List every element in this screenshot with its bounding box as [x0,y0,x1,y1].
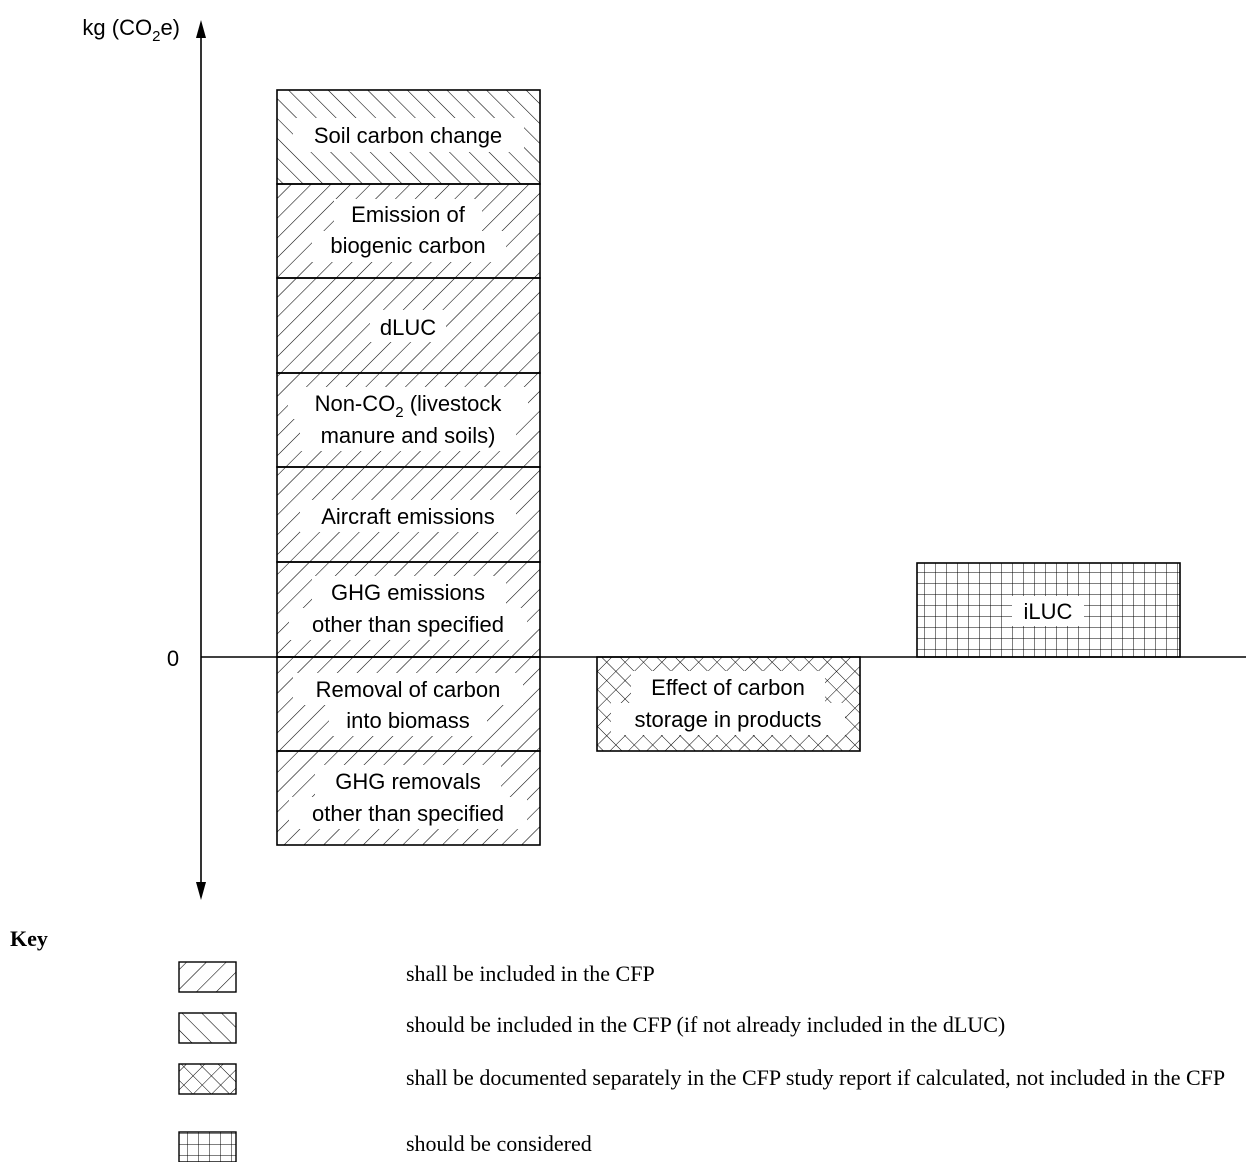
segment-label: into biomass [346,708,470,733]
iluc-label: iLUC [1024,599,1073,624]
storage-label: storage in products [634,707,821,732]
segment-label: Removal of carbon [316,677,501,702]
key-text-should-consider: should be considered [406,1131,592,1156]
segment-ghg-emissions-other: GHG emissions other than specified [276,561,541,658]
key-text-shall-include: shall be included in the CFP [406,961,655,986]
axis-arrow-up-icon [196,20,206,38]
key-text-documented-separately: shall be documented separately in the CF… [406,1065,1226,1090]
segment-label: dLUC [380,315,436,340]
segment-dluc: dLUC [276,277,541,374]
segment-label: Soil carbon change [314,123,502,148]
segment-non-co2: Non-CO2 (livestock manure and soils) [276,372,541,468]
main-stack: Soil carbon change Emission of biogenic … [276,89,541,846]
segment-emission-biogenic-carbon: Emission of biogenic carbon [276,183,541,279]
swatch-documented-separately [178,1063,237,1095]
segment-label: Emission of [351,202,466,227]
swatch-should-include [178,1012,237,1044]
carbon-storage-box: Effect of carbon storage in products [596,656,861,752]
segment-label: GHG removals [335,769,480,794]
swatch-should-consider [178,1131,237,1162]
y-axis: kg (CO2e) 0 [82,15,206,900]
key-title: Key [10,926,48,951]
y-axis-label: kg (CO2e) [82,15,180,45]
segment-aircraft-emissions: Aircraft emissions [276,466,541,563]
swatch-shall-include [178,961,237,993]
segment-label: Aircraft emissions [321,504,495,529]
segment-label: other than specified [312,612,504,637]
zero-label: 0 [167,646,179,671]
axis-arrow-down-icon [196,882,206,900]
segment-label: GHG emissions [331,580,485,605]
key-text-should-include: should be included in the CFP (if not al… [406,1012,1006,1037]
segment-label: Non-CO2 (livestock [315,391,503,421]
segment-label: manure and soils) [321,423,496,448]
iluc-box: iLUC [916,562,1181,658]
segment-label: biogenic carbon [330,233,485,258]
segment-soil-carbon-change: Soil carbon change [276,89,541,185]
segment-ghg-removals-other: GHG removals other than specified [276,750,541,846]
key-swatches [178,961,237,1162]
segment-removal-carbon-biomass: Removal of carbon into biomass [276,656,541,752]
storage-label: Effect of carbon [651,675,805,700]
segment-label: other than specified [312,801,504,826]
